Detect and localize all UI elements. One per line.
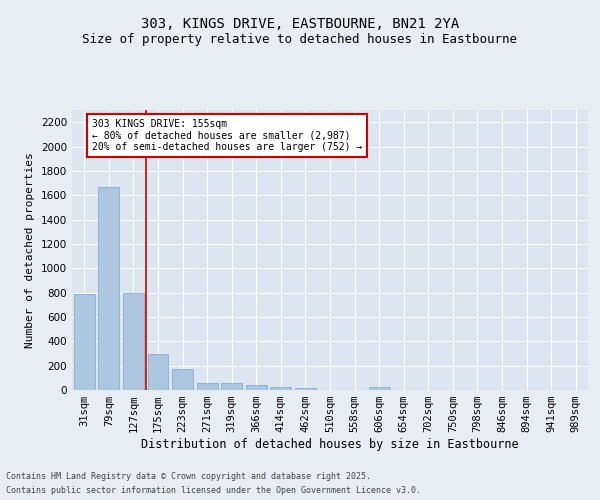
Y-axis label: Number of detached properties: Number of detached properties	[25, 152, 35, 348]
Bar	[98, 186, 119, 390]
Bar	[295, 388, 316, 390]
Bar	[221, 384, 242, 390]
Text: Size of property relative to detached houses in Eastbourne: Size of property relative to detached ho…	[83, 32, 517, 46]
Bar	[74, 294, 95, 390]
Bar	[197, 382, 218, 390]
Bar	[246, 384, 267, 390]
Bar	[148, 354, 169, 390]
Bar	[368, 387, 389, 390]
Bar	[271, 387, 292, 390]
Bar	[123, 292, 144, 390]
Text: 303, KINGS DRIVE, EASTBOURNE, BN21 2YA: 303, KINGS DRIVE, EASTBOURNE, BN21 2YA	[141, 18, 459, 32]
Text: Contains public sector information licensed under the Open Government Licence v3: Contains public sector information licen…	[6, 486, 421, 495]
X-axis label: Distribution of detached houses by size in Eastbourne: Distribution of detached houses by size …	[141, 438, 519, 451]
Text: 303 KINGS DRIVE: 155sqm
← 80% of detached houses are smaller (2,987)
20% of semi: 303 KINGS DRIVE: 155sqm ← 80% of detache…	[92, 118, 362, 152]
Text: Contains HM Land Registry data © Crown copyright and database right 2025.: Contains HM Land Registry data © Crown c…	[6, 472, 371, 481]
Bar	[172, 370, 193, 390]
